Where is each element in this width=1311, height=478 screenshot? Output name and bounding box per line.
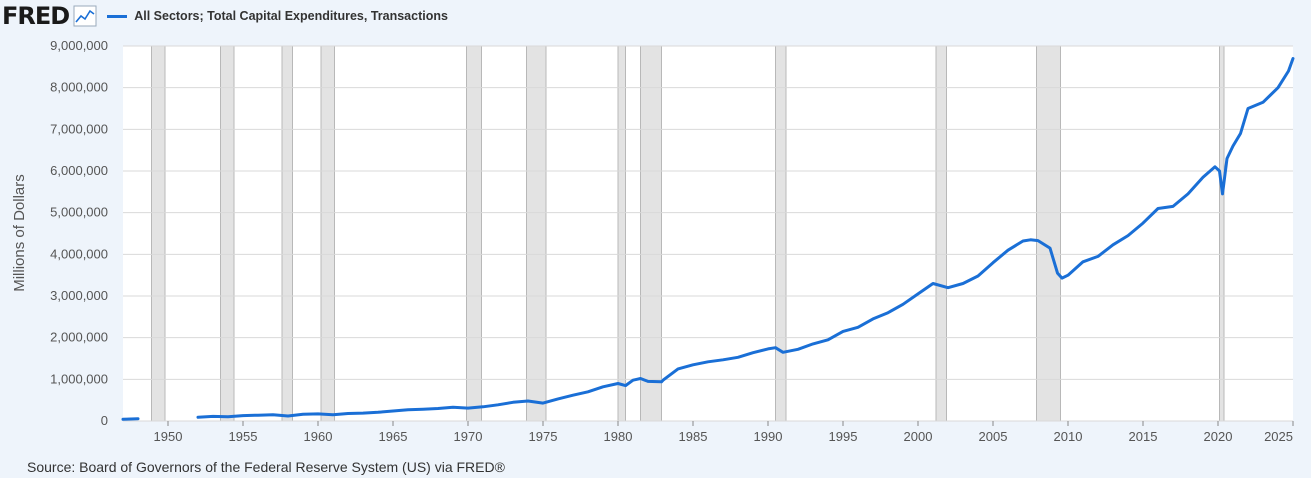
y-tick-label: 7,000,000 [50,121,108,136]
legend: All Sectors; Total Capital Expenditures,… [107,9,448,23]
x-tick-label: 1965 [379,429,408,444]
x-tick-label: 2010 [1054,429,1083,444]
recession-shading [151,45,1225,422]
y-tick-label: 3,000,000 [50,288,108,303]
recession-band [775,45,787,422]
y-tick-label: 2,000,000 [50,330,108,345]
recession-band [1219,45,1225,422]
y-axis-ticks: 0 1,000,000 2,000,000 3,000,000 4,000,000 5,0… [50,38,108,428]
x-tick-label: 2025 [1264,429,1293,444]
recession-band [526,45,547,422]
series-layer [121,57,1295,421]
y-axis-label: Millions of Dollars [11,174,28,292]
x-tick-label: 1950 [154,429,183,444]
legend-swatch [107,14,128,18]
x-tick-label: 2020 [1204,429,1233,444]
recession-band [466,45,482,422]
x-tick-label: 2005 [979,429,1008,444]
recession-band [935,45,947,422]
x-tick-label: 1990 [754,429,783,444]
recession-band [320,45,335,422]
x-tick-label: 1960 [304,429,333,444]
fred-logo[interactable]: FRED [2,2,70,30]
x-tick-label: 2000 [904,429,933,444]
x-tick-label: 1995 [829,429,858,444]
series-line [121,417,140,421]
x-axis-ticks: 1950 1955 1960 1965 1970 1975 1980 1985 1990 1995… [154,421,1294,444]
y-tick-label: 1,000,000 [50,371,108,386]
recession-band [1036,45,1061,422]
recession-band [617,45,626,422]
series-line [196,57,1295,419]
y-tick-label: 5,000,000 [50,205,108,220]
recession-band [281,45,293,422]
recession-band [640,45,662,422]
recession-band [220,45,235,422]
y-tick-label: 8,000,000 [50,80,108,95]
y-tick-label: 0 [101,413,108,428]
x-tick-label: 1970 [454,429,483,444]
x-tick-label: 2015 [1129,429,1158,444]
y-tick-label: 9,000,000 [50,38,108,53]
x-tick-label: 1980 [604,429,633,444]
gridlines [123,45,1293,422]
x-tick-label: 1955 [229,429,258,444]
chart-header: FRED All Sectors; Total Capital Expendit… [0,0,1311,32]
y-tick-label: 4,000,000 [50,246,108,261]
line-chart-icon [73,5,97,27]
x-tick-label: 1975 [529,429,558,444]
plot-background [123,46,1293,421]
source-note: Source: Board of Governors of the Federa… [27,459,505,475]
recession-band [151,45,166,422]
x-tick-label: 1985 [679,429,708,444]
y-tick-label: 6,000,000 [50,163,108,178]
legend-label: All Sectors; Total Capital Expenditures,… [134,9,448,23]
